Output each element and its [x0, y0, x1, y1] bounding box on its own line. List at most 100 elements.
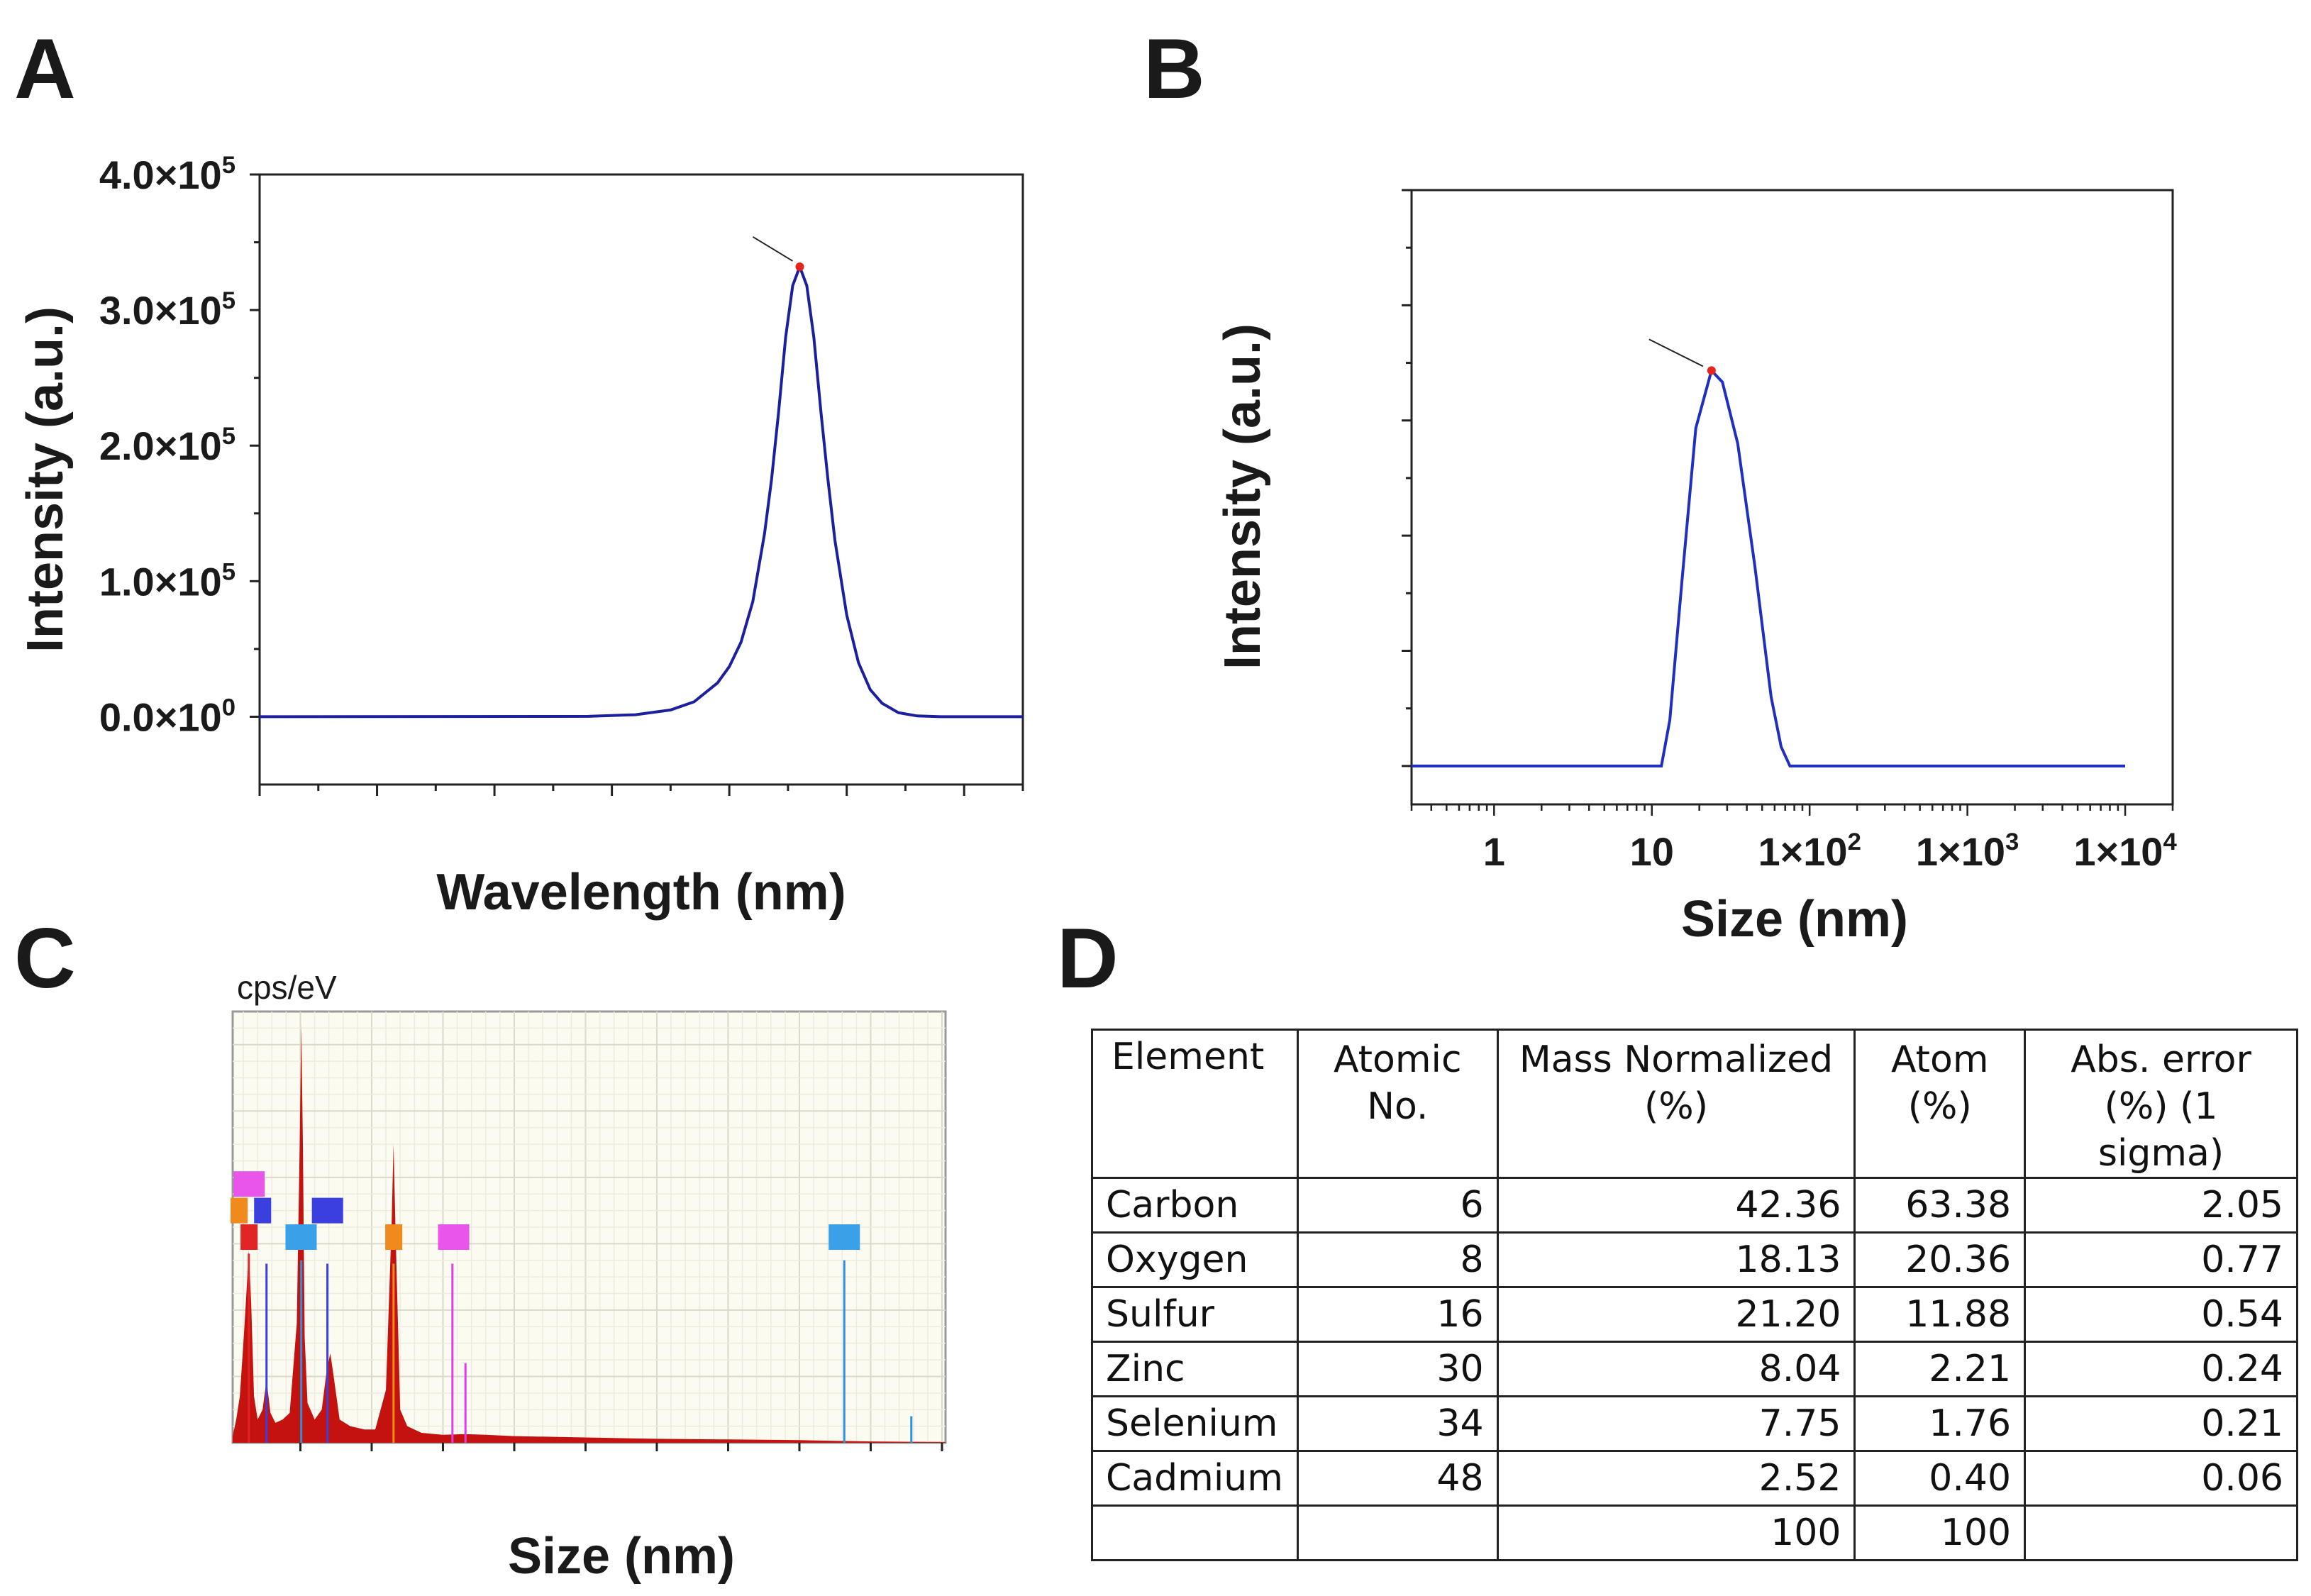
- table-cell: Oxygen: [1091, 1231, 1299, 1288]
- chart-a-ytick-label: 3.0×105: [99, 287, 235, 333]
- column-header-line2: (%): [1644, 1085, 1708, 1128]
- chart-c-unit-label: cps/eV: [237, 969, 337, 1006]
- table-cell: 6: [1296, 1177, 1499, 1234]
- chart-c-xlabel: Size (nm): [508, 1528, 735, 1585]
- table-row: Carbon 6 42.36 63.38 2.05: [1091, 1177, 2298, 1234]
- chart-a-ytick-label-exp: 5: [222, 423, 235, 450]
- chart-c-ticks: [299, 1443, 943, 1451]
- chart-a-xlabel: Wavelength (nm): [436, 864, 846, 921]
- chart-a-series-line: [259, 262, 1023, 719]
- chart-c-tag-box-se: [311, 1197, 343, 1224]
- chart-c-tag-box-s: [385, 1224, 403, 1251]
- chart-a-ytick-label-base: 1.0×10: [99, 559, 222, 604]
- table-cell: 0.06: [2024, 1450, 2298, 1507]
- chart-b-xtick-label-base: 1×10: [1758, 829, 1847, 874]
- chart-b-xtick-label: 1: [1483, 829, 1505, 874]
- chart-a-ytick-label: 0.0×100: [99, 694, 235, 739]
- table-cell: Carbon: [1091, 1177, 1299, 1234]
- chart-c-element-lines: [248, 1253, 913, 1443]
- table-header-row: Element Atomic No. Mass Normalized (%) Atom (%…: [1091, 1029, 2298, 1179]
- table-cell: 0.77: [2024, 1231, 2298, 1288]
- chart-c-tag-box-cd: [233, 1171, 265, 1197]
- table-cell: 34: [1296, 1395, 1499, 1452]
- column-header-line2: (%) (1 sigma): [2097, 1085, 2224, 1175]
- table-cell: 0.40: [1853, 1450, 2027, 1507]
- column-header: Atom (%): [1853, 1029, 2027, 1179]
- chart-b-ylabel: Intensity (a.u.): [1214, 323, 1271, 670]
- chart-b-xtick-label: 10: [1630, 829, 1674, 874]
- column-header-line1: Atomic: [1333, 1038, 1462, 1081]
- chart-a-ytick-label-base: 4.0×10: [99, 153, 222, 197]
- chart-a-annotation: [752, 236, 804, 271]
- table-cell: 20.36: [1853, 1231, 2027, 1288]
- table-cell: 7.75: [1496, 1395, 1856, 1452]
- panel-letter-c: C: [14, 911, 76, 1006]
- chart-b-xtick-label-base: 10: [1630, 829, 1674, 874]
- table-cell: 21.20: [1496, 1286, 1856, 1343]
- table-cell: 8: [1296, 1231, 1499, 1288]
- table-row: Selenium 34 7.75 1.76 0.21: [1091, 1395, 2298, 1452]
- chart-b-xtick-label-exp: 3: [2005, 829, 2019, 855]
- table-cell: [2024, 1504, 2298, 1561]
- chart-a-ylabel: Intensity (a.u.): [17, 306, 74, 653]
- table-body: Carbon 6 42.36 63.38 2.05 Oxygen 8 18.13 20.36 0.…: [1091, 1177, 2298, 1561]
- eds-composition-table: Element Atomic No. Mass Normalized (%) Atom (%…: [1091, 1029, 2298, 1561]
- table-cell: 2.52: [1496, 1450, 1856, 1507]
- chart-a-ytick-label: 1.0×105: [99, 558, 235, 604]
- table-cell: 11.88: [1853, 1286, 2027, 1343]
- chart-b-frame: [1410, 189, 2174, 806]
- column-header: Atomic No.: [1296, 1029, 1499, 1179]
- column-header-line2: No.: [1367, 1085, 1429, 1128]
- chart-b-annotation: [1648, 338, 1716, 375]
- table-row: Sulfur 16 21.20 11.88 0.54: [1091, 1286, 2298, 1343]
- column-header: Element: [1091, 1029, 1299, 1179]
- chart-c-tag-box-zn: [828, 1224, 860, 1251]
- chart-c-tag-box-s: [231, 1197, 248, 1224]
- table-cell: 100: [1496, 1504, 1856, 1561]
- chart-c-element-tags: [231, 1171, 860, 1251]
- panel-letter-a: A: [14, 21, 76, 116]
- chart-c-tag-box-c: [240, 1224, 258, 1251]
- table-row: 100 100: [1091, 1504, 2298, 1561]
- chart-a-ytick-label-exp: 5: [222, 558, 235, 585]
- table-cell: 30: [1296, 1341, 1499, 1397]
- chart-b-xtick-label: 1×103: [1916, 829, 2019, 874]
- table-cell: Zinc: [1091, 1341, 1299, 1397]
- table-row: Oxygen 8 18.13 20.36 0.77: [1091, 1231, 2298, 1288]
- table-cell: 16: [1296, 1286, 1499, 1343]
- column-header: Abs. error (%) (1 sigma): [2024, 1029, 2298, 1179]
- table-cell: 0.54: [2024, 1286, 2298, 1343]
- table-cell: 48: [1296, 1450, 1499, 1507]
- chart-b-xtick-label-exp: 4: [2163, 829, 2177, 855]
- chart-b-ticks: 1 10 1×102 1×103 1×104: [1402, 189, 2177, 874]
- table-cell: 0.21: [2024, 1395, 2298, 1452]
- chart-c-spectrum-area: [233, 1024, 946, 1443]
- chart-a-ytick-label-base: 0.0×10: [99, 694, 222, 739]
- table-cell: [1296, 1504, 1499, 1561]
- table-cell: 0.24: [2024, 1341, 2298, 1397]
- column-header-line1: Mass Normalized: [1519, 1038, 1834, 1081]
- chart-a-ytick-label: 2.0×105: [99, 423, 235, 468]
- chart-b-xtick-label-base: 1: [1483, 829, 1505, 874]
- table-cell: [1091, 1504, 1299, 1561]
- column-header-line1: Element: [1112, 1036, 1265, 1078]
- chart-b-size-distribution: 1 10 1×102 1×103 1×104 Size (nm) Intensity (…: [1214, 189, 2177, 948]
- chart-a-ytick-label-base: 2.0×10: [99, 423, 222, 468]
- chart-b-xtick-label-exp: 2: [1848, 829, 1861, 855]
- table-cell: Selenium: [1091, 1395, 1299, 1452]
- table-cell: 8.04: [1496, 1341, 1856, 1397]
- chart-a-peak-marker: [795, 262, 804, 271]
- table-cell: 63.38: [1853, 1177, 2027, 1234]
- panel-letter-b: B: [1143, 21, 1205, 116]
- chart-a-ytick-label-exp: 5: [222, 152, 235, 179]
- chart-c-tag-box-cd: [438, 1224, 470, 1251]
- chart-c-tag-box-zn: [285, 1224, 317, 1251]
- table-row: Zinc 30 8.04 2.21 0.24: [1091, 1341, 2298, 1397]
- table-cell: Sulfur: [1091, 1286, 1299, 1343]
- table-cell: 42.36: [1496, 1177, 1856, 1234]
- chart-b-series-line: [1412, 367, 2125, 767]
- column-header-line1: Abs. error: [2071, 1038, 2251, 1081]
